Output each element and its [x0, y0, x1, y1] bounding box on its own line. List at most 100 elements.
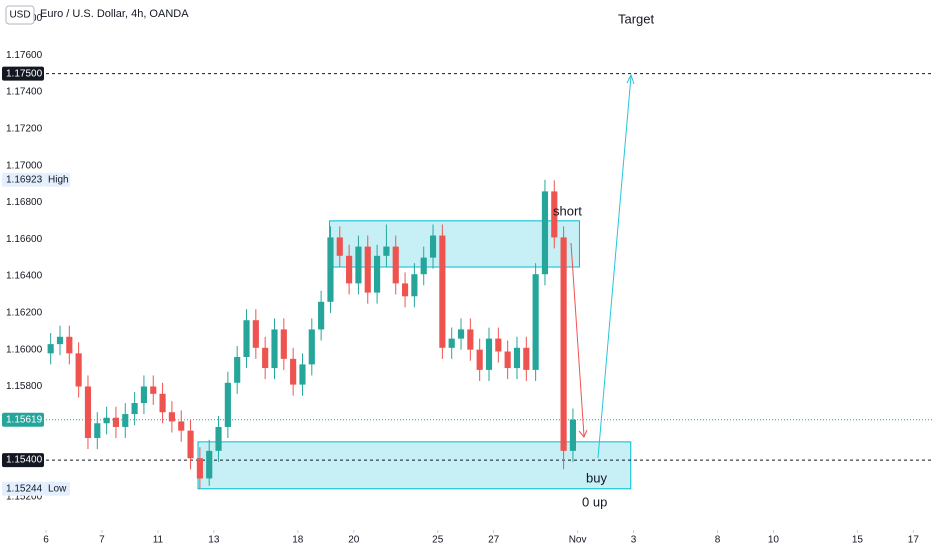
price-label-box: [2, 172, 44, 187]
x-tick-label: 20: [348, 535, 360, 546]
candle-body: [178, 421, 185, 431]
candle-body: [234, 357, 241, 383]
candle-body: [196, 458, 203, 479]
x-tick-label: 13: [208, 535, 220, 546]
x-axis: 6 7 11 13 18 20 25 27 Nov 3 8 10 15 17: [43, 530, 919, 546]
candle-body: [103, 417, 110, 424]
candle-body: [411, 274, 418, 297]
candle-body: [112, 417, 120, 427]
x-tick-label: 7: [99, 535, 105, 546]
candle-body: [206, 450, 213, 479]
candle-body: [94, 423, 101, 438]
candle-body: [485, 338, 493, 370]
x-tick-label: 10: [768, 535, 780, 546]
candle-body: [262, 347, 269, 369]
x-tick-label: 18: [292, 535, 304, 546]
candle-body: [122, 414, 129, 427]
short-arrowhead: [578, 429, 588, 438]
x-tick-label: 11: [153, 535, 164, 546]
candle-body: [374, 255, 381, 293]
candle-body: [66, 336, 73, 354]
y-tick-label: 1.15200: [6, 492, 43, 503]
candle-body: [541, 191, 549, 275]
price-label-box: [2, 453, 44, 468]
candle-body: [299, 364, 306, 385]
candle-body: [467, 329, 474, 350]
annotation: short: [553, 203, 582, 218]
annotation: Target: [618, 11, 655, 26]
candle-body: [336, 237, 343, 256]
candle-body: [252, 320, 259, 348]
candle-body: [224, 382, 231, 427]
candle-body: [532, 274, 539, 370]
x-tick-label: 17: [908, 535, 920, 546]
price-note: High: [48, 174, 69, 185]
candle-body: [75, 353, 82, 387]
price-labels: 1.17500 1.16923 High 1.15619 1.15400 1.15244 L…: [2, 66, 70, 496]
candle-body: [56, 336, 64, 345]
y-tick-label: 1.17600: [6, 50, 43, 61]
price-label: 1.17500: [6, 68, 43, 79]
price-note-box: [44, 481, 70, 496]
candle-body: [131, 403, 138, 415]
candle-body: [513, 347, 521, 369]
x-tick-label: 27: [488, 535, 500, 546]
candle-body: [551, 191, 558, 238]
candle-body: [84, 386, 92, 438]
y-tick-label: 1.16600: [6, 234, 43, 245]
candle-body: [318, 301, 325, 330]
price-label-box: [2, 412, 44, 427]
y-tick-label: 1.16800: [6, 197, 43, 208]
candle-body: [504, 351, 511, 369]
chart-title: Euro / U.S. Dollar, 4h, OANDA: [40, 8, 189, 20]
annotation: buy: [586, 470, 607, 485]
price-label: 1.15619: [6, 414, 43, 425]
candle-body: [150, 386, 157, 394]
y-tick-label: 1.16400: [6, 271, 43, 282]
candle-body: [401, 283, 409, 297]
candle-body: [476, 349, 483, 370]
short-arrow: [570, 242, 585, 437]
zone: [197, 441, 632, 490]
candle-body: [383, 246, 390, 256]
candle-body: [523, 347, 530, 370]
candle-body: [560, 237, 567, 451]
zone: [329, 220, 580, 268]
candle-body: [569, 419, 577, 451]
zones: [197, 220, 632, 490]
y-tick-label: 1.15800: [6, 381, 43, 392]
y-tick-label: 1.16200: [6, 307, 43, 318]
candle-body: [457, 329, 465, 339]
candle-body: [271, 329, 278, 369]
y-tick-label: 1.16000: [6, 344, 43, 355]
price-label-box: [2, 66, 44, 81]
candle-body: [429, 235, 437, 258]
price-note: Low: [48, 483, 67, 494]
annotation: 0 up: [582, 494, 607, 509]
x-tick-label: 3: [631, 535, 637, 546]
candle-body: [392, 246, 399, 284]
candle-body: [364, 246, 371, 293]
price-label: 1.15244: [6, 483, 43, 494]
candle-body: [495, 338, 502, 352]
candle-body: [168, 412, 175, 422]
candle-body: [47, 344, 54, 354]
target-arrow: [597, 75, 632, 459]
candle-body: [420, 257, 427, 275]
x-tick-label: 6: [43, 535, 49, 546]
x-tick-label: 8: [715, 535, 721, 546]
x-tick-label: 15: [852, 535, 864, 546]
candles: [47, 179, 577, 489]
candle-body: [243, 320, 250, 358]
currency-box: [5, 5, 35, 25]
currency: USD: [9, 10, 30, 21]
price-label: 1.15400: [6, 455, 43, 466]
x-tick-label: 25: [432, 535, 444, 546]
candle-body: [439, 235, 446, 348]
target-arrowhead: [626, 73, 635, 85]
price-note-box: [44, 172, 70, 187]
candle-body: [159, 393, 166, 413]
candle-body: [308, 329, 315, 365]
